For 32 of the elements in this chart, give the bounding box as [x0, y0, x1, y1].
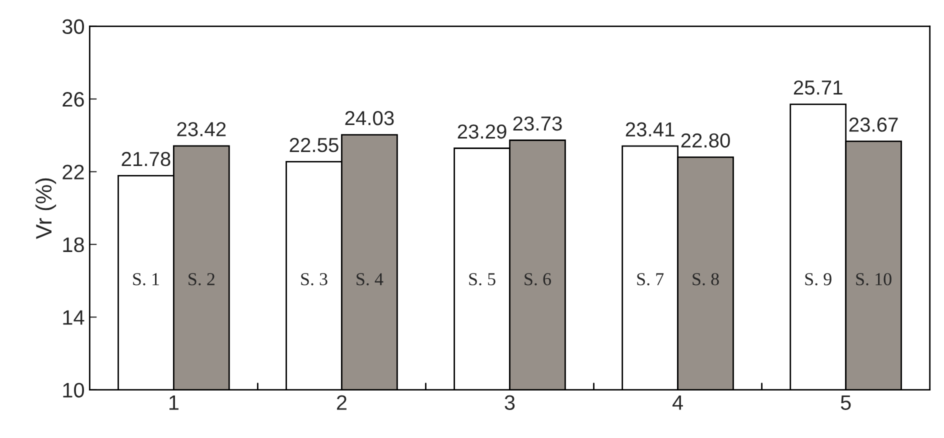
- data-label: 24.03: [345, 111, 394, 126]
- y-tick-label: 22: [62, 164, 84, 180]
- data-label: 23.29: [458, 124, 506, 139]
- data-label: 22.80: [681, 133, 730, 148]
- data-label: 23.73: [513, 116, 562, 131]
- data-label: 23.67: [849, 118, 898, 132]
- y-tick-label: 14: [63, 310, 84, 325]
- y-tick-label: 10: [63, 382, 84, 398]
- annotation: S. 7: [637, 273, 664, 286]
- x-tick-label: 2: [336, 395, 346, 410]
- annotation: S. 10: [856, 273, 892, 286]
- data-label: 23.42: [177, 122, 226, 136]
- annotation: S. 2: [188, 273, 214, 286]
- y-tick-label: 26: [62, 92, 84, 107]
- x-tick-label: 4: [672, 395, 683, 410]
- y-tick-label: 18: [63, 237, 84, 252]
- y-tick-label: 30: [62, 19, 84, 34]
- annotation: S. 5: [469, 273, 496, 286]
- annotation: S. 6: [524, 273, 551, 286]
- annotation: S. 4: [356, 273, 384, 286]
- annotation: S. 9: [805, 273, 832, 286]
- data-label: 25.71: [794, 80, 842, 95]
- y-axis-title: Vr (%): [35, 178, 56, 240]
- data-label: 23.41: [626, 122, 674, 137]
- annotation: S. 3: [301, 273, 328, 286]
- data-label: 22.55: [290, 138, 338, 152]
- data-label: 21.78: [122, 152, 170, 166]
- annotation: S. 1: [133, 273, 159, 286]
- annotation: S. 8: [692, 273, 719, 286]
- x-tick-label: 5: [840, 395, 851, 410]
- x-tick-label: 1: [169, 395, 178, 410]
- x-tick-label: 3: [504, 395, 515, 410]
